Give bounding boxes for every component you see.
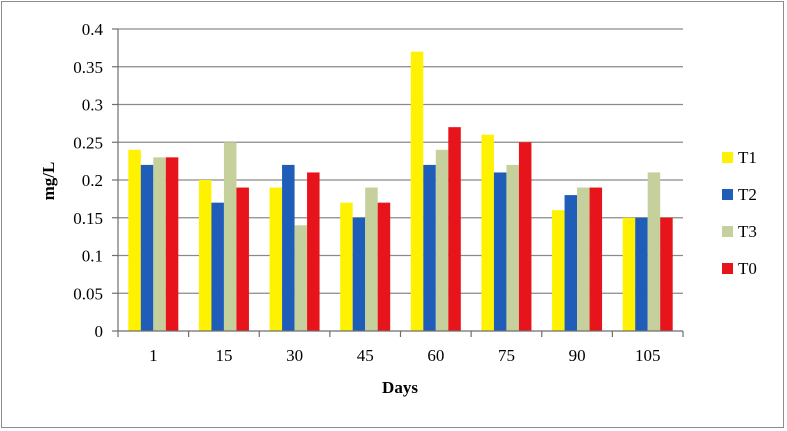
legend-label-t3: T3 — [738, 222, 757, 241]
bar-t3-15 — [223, 142, 237, 331]
y-tick-label: 0.2 — [82, 171, 103, 190]
legend-swatch-t3 — [722, 226, 733, 237]
x-tick-label: 1 — [149, 346, 158, 365]
bar-t0-30 — [307, 172, 320, 331]
x-tick-label: 75 — [498, 346, 515, 365]
bar-t0-105 — [660, 217, 673, 331]
bar-t1-90 — [552, 210, 565, 331]
bar-t2-45 — [352, 217, 366, 331]
bar-t0-90 — [589, 187, 603, 331]
legend-swatch-t2 — [722, 189, 733, 200]
y-tick-label: 0.05 — [73, 284, 103, 303]
y-tick-label: 0 — [95, 322, 104, 341]
legend: T1 T2 T3 T0 — [722, 148, 757, 278]
axes — [117, 29, 684, 337]
bar-t3-90 — [577, 187, 590, 331]
bars — [128, 51, 673, 332]
bar-t0-75 — [518, 142, 532, 331]
bar-t1-15 — [198, 180, 212, 331]
legend-label-t0: T0 — [738, 259, 757, 278]
bar-t1-30 — [269, 187, 283, 331]
x-tick-label: 60 — [427, 346, 444, 365]
bar-t2-1 — [140, 164, 154, 331]
bar-t3-75 — [506, 164, 519, 331]
y-tick-label: 0.35 — [73, 58, 103, 77]
bar-t0-15 — [236, 187, 249, 331]
bar-t1-60 — [410, 51, 424, 332]
bar-t1-75 — [481, 134, 494, 331]
x-tick-label: 90 — [569, 346, 586, 365]
x-tick-label: 15 — [215, 346, 232, 365]
bar-t3-45 — [365, 187, 378, 331]
bar-t1-105 — [622, 217, 636, 331]
legend-label-t2: T2 — [738, 185, 757, 204]
bar-t2-30 — [282, 164, 295, 331]
y-tick-label: 0.3 — [82, 96, 103, 115]
bar-t2-105 — [635, 217, 648, 331]
y-axis-title: mg/L — [39, 162, 58, 201]
bar-t2-75 — [493, 172, 507, 331]
legend-label-t1: T1 — [738, 148, 757, 167]
y-tick-label: 0.15 — [73, 209, 103, 228]
bar-t0-1 — [165, 157, 179, 331]
x-tick-label: 30 — [286, 346, 303, 365]
bar-t2-90 — [564, 195, 578, 331]
bar-t1-45 — [340, 202, 353, 331]
x-tick-labels: 1 15 30 45 60 75 90 105 — [149, 346, 660, 365]
y-tick-labels: 0 0.05 0.1 0.15 0.2 0.25 0.3 0.35 0.4 — [73, 20, 103, 341]
bar-t3-1 — [153, 157, 166, 331]
y-tick-label: 0.25 — [73, 133, 103, 152]
legend-swatch-t0 — [722, 263, 733, 274]
bar-t3-30 — [294, 225, 308, 331]
y-tick-label: 0.1 — [82, 247, 103, 266]
legend-swatch-t1 — [722, 152, 733, 163]
x-tick-label: 105 — [635, 346, 661, 365]
y-tick-label: 0.4 — [82, 20, 104, 39]
bar-t3-60 — [435, 149, 449, 331]
x-axis-title: Days — [382, 378, 418, 397]
x-tick-label: 45 — [357, 346, 374, 365]
bar-t2-15 — [211, 202, 224, 331]
bar-t3-105 — [647, 172, 661, 331]
bar-t2-60 — [423, 164, 436, 331]
bar-t0-45 — [377, 202, 391, 331]
bar-t0-60 — [448, 127, 461, 332]
bar-t1-1 — [128, 149, 141, 331]
